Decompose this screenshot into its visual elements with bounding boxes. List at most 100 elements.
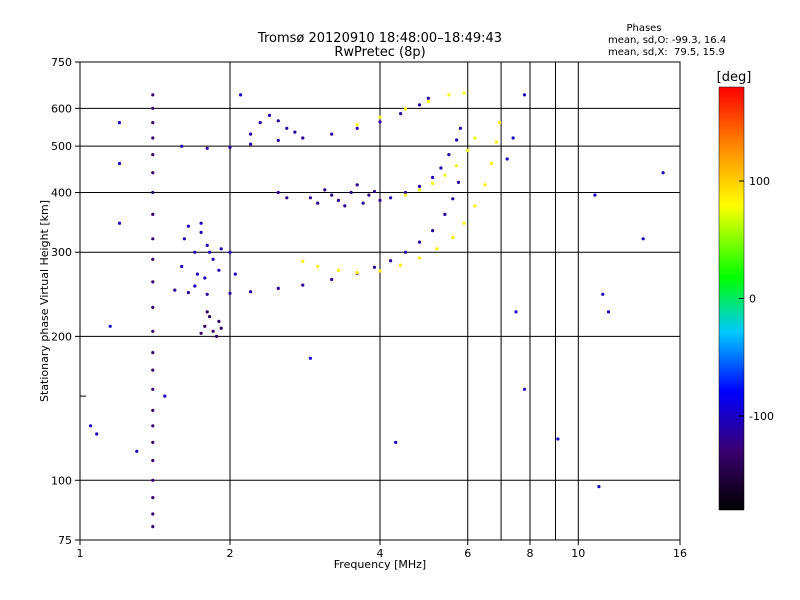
data-point <box>95 432 99 436</box>
data-point <box>367 193 371 197</box>
y-tick-label: 75 <box>58 534 72 547</box>
data-point <box>151 257 155 261</box>
data-point <box>151 512 155 516</box>
data-point <box>163 394 167 398</box>
x-tick-label: 8 <box>527 547 534 560</box>
data-point <box>330 132 334 136</box>
data-point <box>435 247 439 251</box>
data-point <box>267 113 272 117</box>
data-point <box>389 196 393 200</box>
y-tick-label: 600 <box>51 102 72 115</box>
data-point <box>372 189 377 194</box>
data-point <box>151 237 155 241</box>
data-point <box>378 198 382 202</box>
data-point <box>606 310 611 314</box>
y-tick-label: 400 <box>51 186 72 199</box>
data-point <box>473 136 477 140</box>
data-point <box>597 485 601 489</box>
data-point <box>403 107 408 111</box>
y-axis-label: Stationary phase Virtual Height [km] <box>38 200 51 402</box>
data-point <box>211 329 215 333</box>
data-point <box>151 212 155 216</box>
data-point <box>205 146 209 150</box>
data-point <box>301 283 305 287</box>
data-point <box>186 224 190 228</box>
data-point <box>431 229 435 233</box>
data-point <box>447 93 451 97</box>
title-block: Tromsø 20120910 18:48:00–18:49:43 RwPret… <box>257 31 502 60</box>
data-point <box>293 130 297 134</box>
data-point <box>399 263 403 267</box>
data-point <box>151 329 155 333</box>
data-point <box>180 264 184 269</box>
data-point <box>239 93 243 97</box>
data-point <box>203 276 207 280</box>
data-point <box>151 305 155 309</box>
data-point <box>151 136 155 140</box>
data-point <box>151 190 155 195</box>
data-point <box>186 291 190 295</box>
data-point <box>276 190 280 195</box>
data-point <box>349 190 353 195</box>
data-point <box>193 250 197 254</box>
data-point <box>199 230 203 234</box>
data-point <box>193 284 197 288</box>
data-point <box>323 188 327 192</box>
data-point <box>151 408 155 412</box>
data-point <box>117 121 122 125</box>
data-point <box>458 126 462 130</box>
x-tick-label: 10 <box>571 547 585 560</box>
data-point <box>394 440 398 444</box>
data-point <box>522 93 527 97</box>
data-point <box>173 288 177 292</box>
data-point <box>601 292 605 296</box>
data-point <box>511 136 515 140</box>
data-point <box>417 188 422 192</box>
data-point <box>205 310 209 314</box>
data-point <box>151 153 155 157</box>
data-point <box>661 171 665 175</box>
data-point <box>447 153 451 157</box>
data-point <box>276 119 280 123</box>
data-point <box>556 437 560 441</box>
stats-o-line: mean, sd,O: -99.3, 16.4 <box>608 35 726 46</box>
data-point <box>462 221 466 225</box>
data-point <box>417 184 422 188</box>
data-point <box>417 240 422 244</box>
data-point <box>217 268 221 272</box>
y-tick-label: 750 <box>51 56 72 69</box>
data-point <box>355 126 359 130</box>
data-point <box>378 269 382 273</box>
data-point <box>308 356 312 360</box>
data-point <box>249 142 253 146</box>
data-point <box>372 265 377 269</box>
data-point <box>443 212 447 216</box>
data-point <box>211 257 215 261</box>
data-point <box>417 256 422 260</box>
data-point <box>117 161 122 166</box>
data-point <box>514 310 518 314</box>
data-point <box>151 368 155 372</box>
y-tick-label: 300 <box>51 246 72 259</box>
stats-heading: Phases <box>626 23 661 34</box>
data-point <box>330 193 334 197</box>
stats-block: Phases mean, sd,O: -99.3, 16.4 mean, sd,… <box>608 23 726 58</box>
data-point <box>361 201 365 205</box>
data-point <box>199 221 203 225</box>
data-point <box>505 157 509 161</box>
data-point <box>455 164 459 168</box>
x-tick-label: 6 <box>464 547 471 560</box>
data-point <box>316 264 320 269</box>
data-point <box>135 449 139 453</box>
data-point <box>522 387 527 391</box>
data-point <box>316 201 320 205</box>
data-point <box>151 387 155 391</box>
x-tick-label: 2 <box>227 547 234 560</box>
data-point <box>151 280 155 284</box>
data-point <box>336 198 340 202</box>
colorbar-tick-label: 100 <box>749 175 770 188</box>
data-point <box>249 290 253 294</box>
data-point <box>426 96 430 100</box>
data-point <box>219 326 223 330</box>
